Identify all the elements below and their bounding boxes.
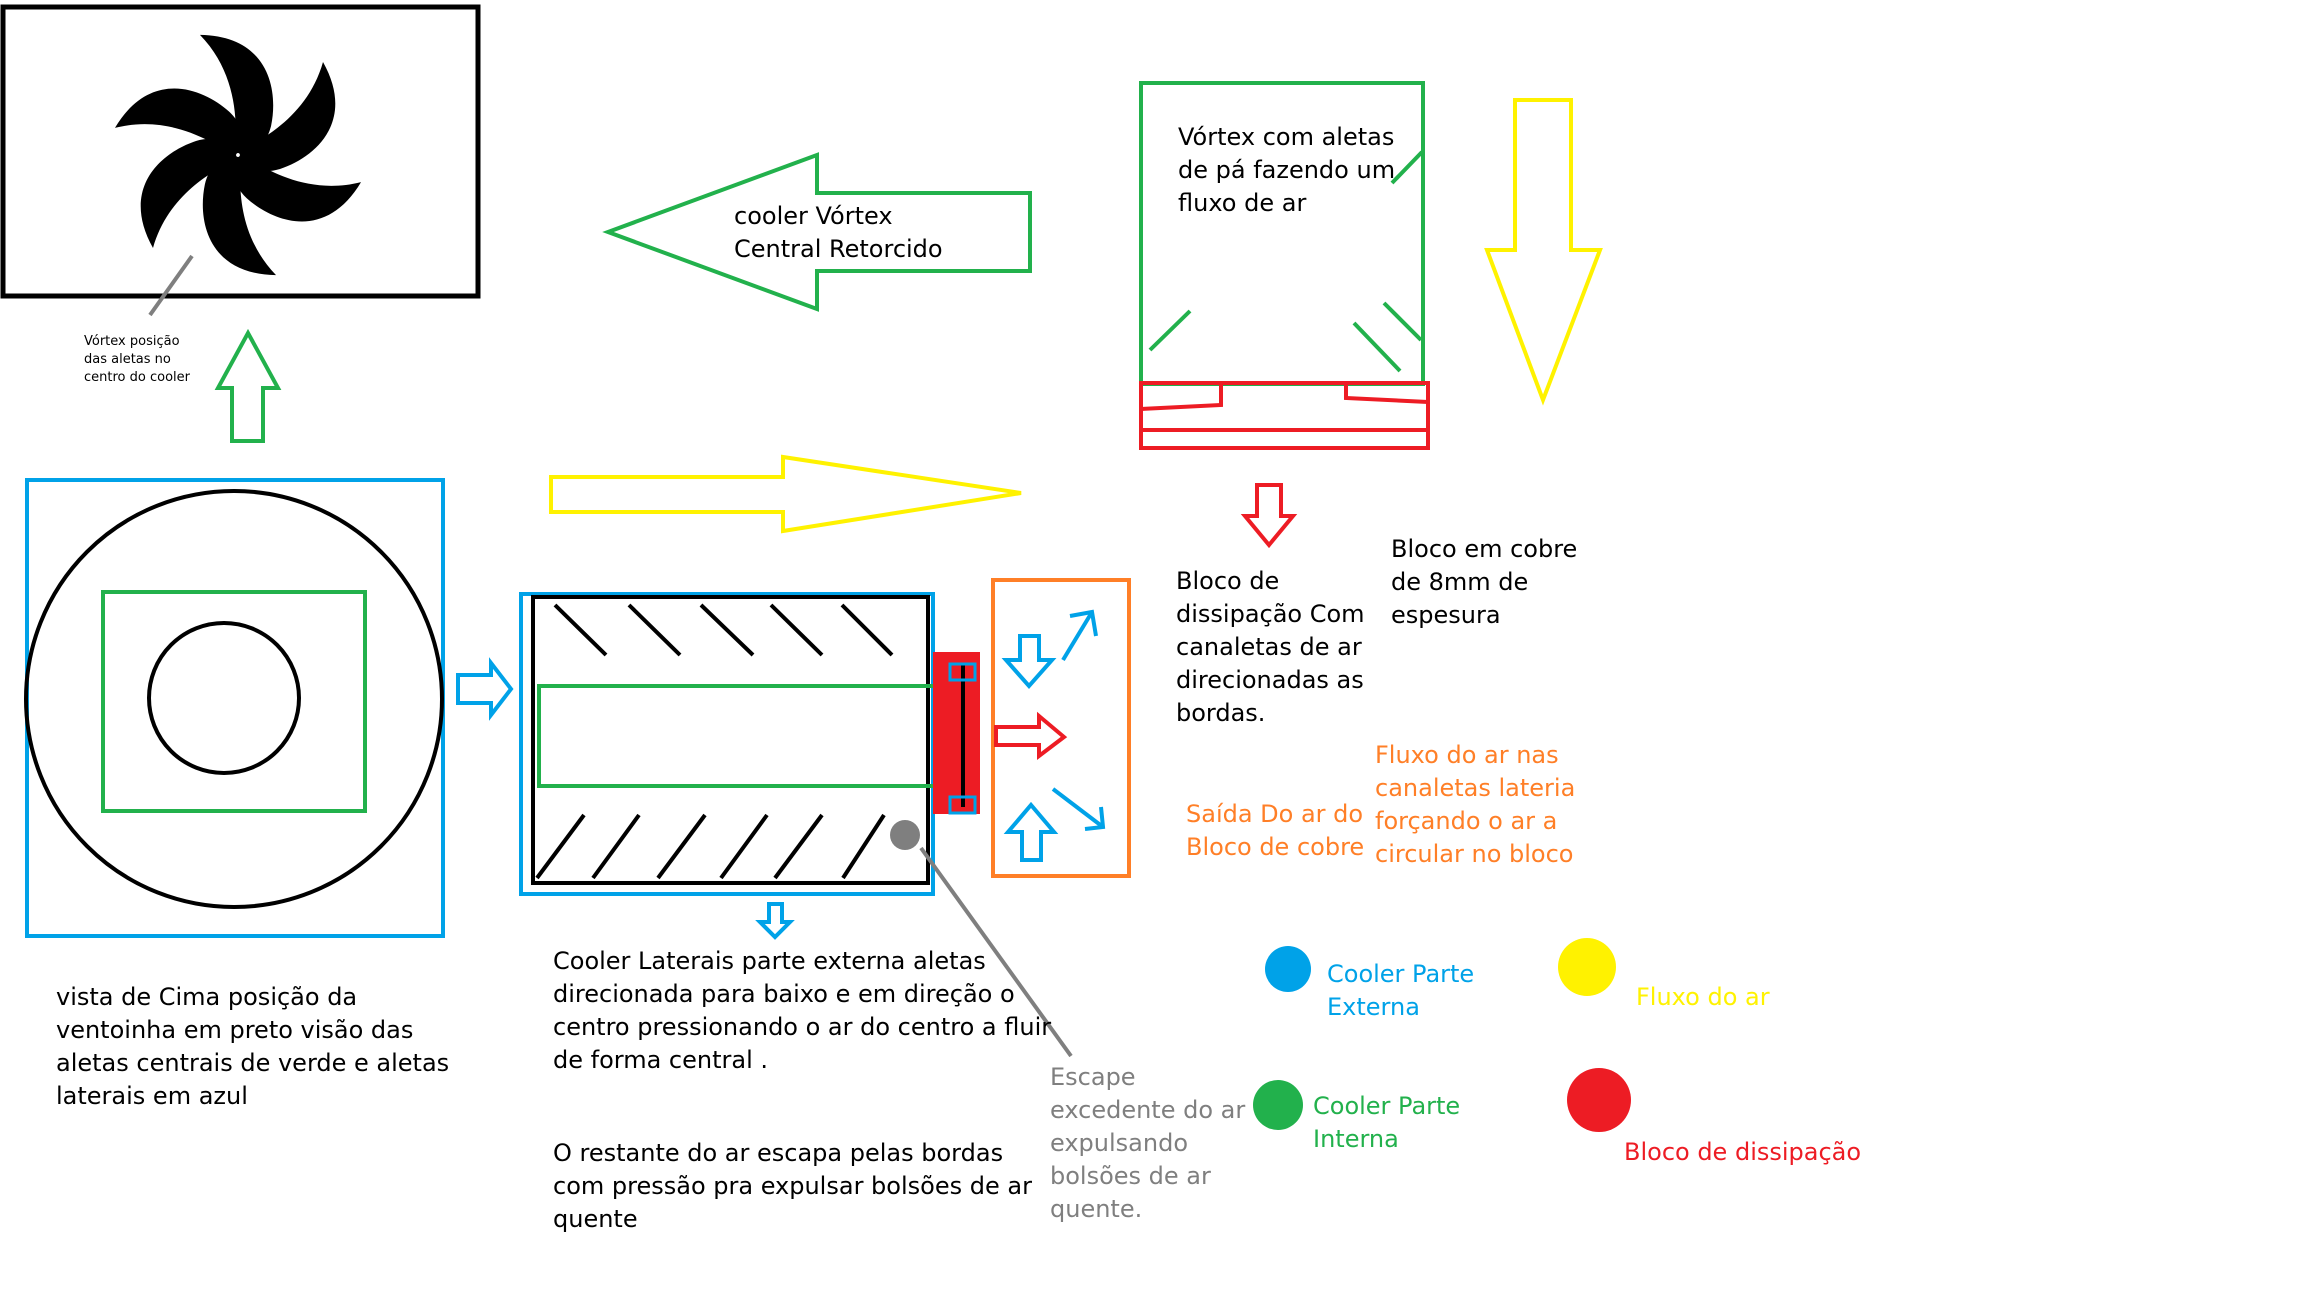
legend-label-blue: Cooler Parte Externa bbox=[1327, 960, 1475, 1021]
vortex-note: Vórtex posição das aletas no centro do c… bbox=[84, 334, 190, 385]
blue-down-arrow-exit bbox=[1001, 634, 1057, 690]
fan-inner-circle bbox=[147, 621, 301, 775]
green-left-arrow bbox=[602, 152, 1032, 312]
escape-leader bbox=[919, 846, 1073, 1058]
side-view-inner bbox=[531, 595, 930, 885]
restante-ar-label: O restante do ar escapa pelas bordas com… bbox=[553, 1139, 1032, 1233]
red-right-arrow bbox=[994, 711, 1068, 761]
blue-diagonal-arrows bbox=[1051, 609, 1106, 831]
yellow-down-arrow bbox=[1484, 98, 1603, 406]
blue-right-arrow bbox=[456, 657, 514, 721]
air-exit-box bbox=[991, 578, 1131, 878]
central-fins-square bbox=[101, 590, 367, 813]
cooler-laterais-label: Cooler Laterais parte externa aletas dir… bbox=[553, 947, 1052, 1074]
dissipation-block-side bbox=[933, 652, 980, 814]
green-up-arrow bbox=[214, 328, 282, 443]
vortex-note-leader bbox=[148, 254, 194, 317]
yellow-right-arrow bbox=[549, 454, 1022, 534]
legend-dot-red bbox=[1567, 1068, 1631, 1132]
bloco-cobre-label: Bloco em cobre de 8mm de espesura bbox=[1391, 535, 1578, 629]
bloco-dissipacao-label: Bloco de dissipação Com canaletas de ar … bbox=[1176, 567, 1365, 727]
legend-label-yellow: Fluxo do ar bbox=[1636, 983, 1770, 1011]
vortex-swirl-icon bbox=[108, 24, 368, 286]
vortex-aletas-label: Vórtex com aletas de pá fazendo um fluxo… bbox=[1178, 123, 1396, 217]
fluxo-canaletas-label: Fluxo do ar nas canaletas lateria forçan… bbox=[1375, 741, 1576, 868]
cooler-vortex-label: cooler Vórtex Central Retorcido bbox=[734, 202, 943, 263]
escape-point bbox=[890, 820, 920, 850]
vortex-view-box bbox=[0, 4, 481, 299]
fan-blades bbox=[1148, 150, 1424, 373]
red-down-arrow bbox=[1240, 483, 1298, 549]
escape-label: Escape excedente do ar expulsando bolsõe… bbox=[1050, 1063, 1246, 1223]
legend-dot-yellow bbox=[1558, 938, 1616, 996]
blue-down-arrow bbox=[755, 902, 795, 940]
dissipation-block-top bbox=[1139, 381, 1430, 450]
fan-outer-circle bbox=[24, 489, 444, 909]
legend-label-green: Cooler Parte Interna bbox=[1313, 1092, 1461, 1153]
legend-label-red: Bloco de dissipação bbox=[1624, 1138, 1862, 1166]
side-fins bbox=[535, 603, 894, 880]
blue-up-arrow-exit bbox=[1003, 801, 1059, 862]
saida-ar-label: Saída Do ar do Bloco de cobre bbox=[1186, 800, 1365, 861]
legend-dot-blue bbox=[1265, 946, 1311, 992]
legend-dot-green bbox=[1253, 1080, 1303, 1130]
vista-cima-label: vista de Cima posição da ventoinha em pr… bbox=[56, 983, 450, 1110]
